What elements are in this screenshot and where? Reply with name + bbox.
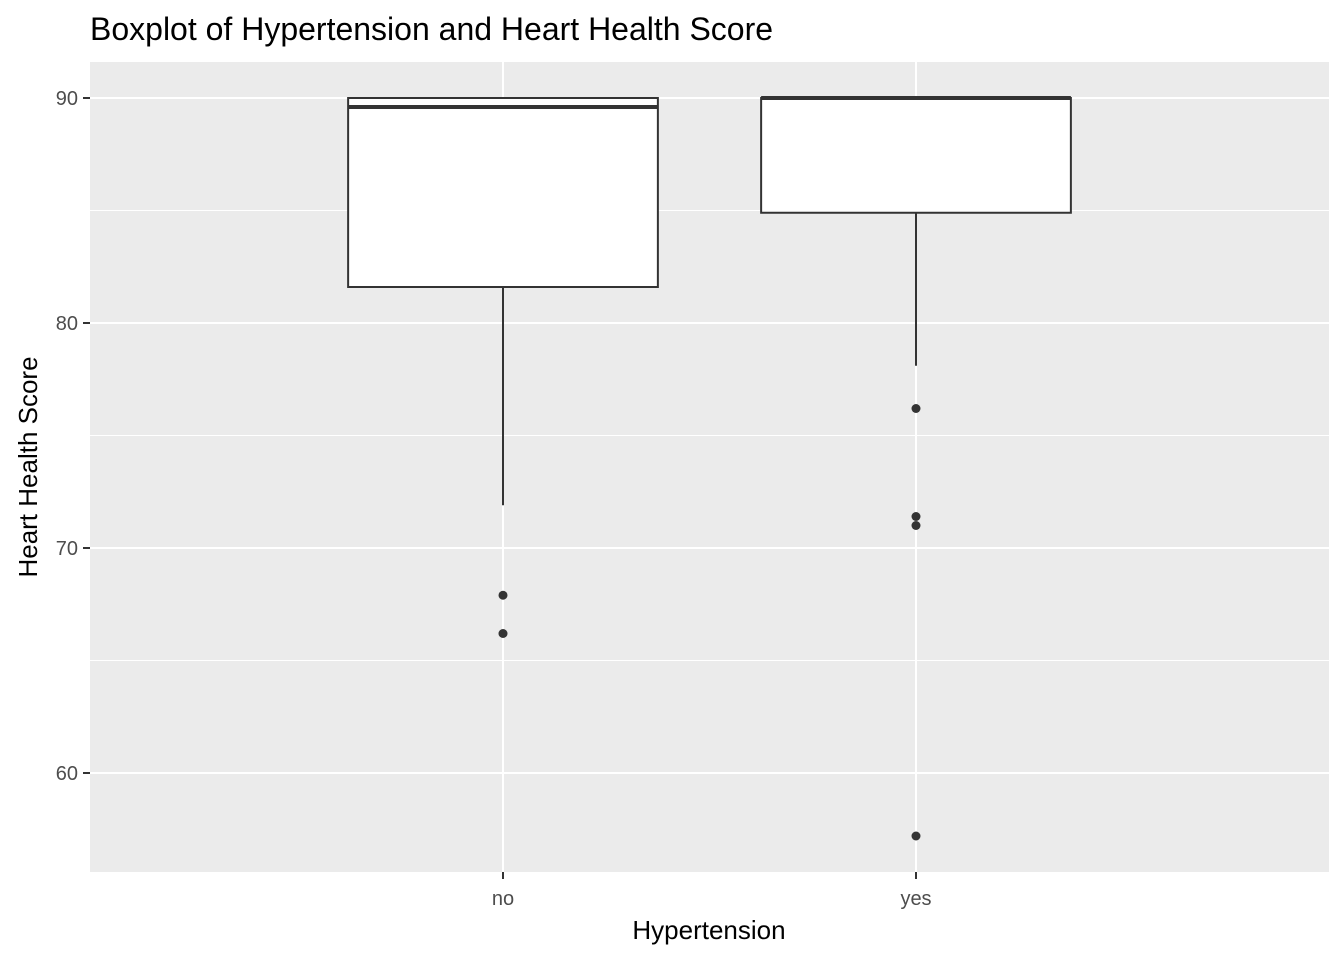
box-group-no xyxy=(347,97,659,638)
box xyxy=(347,97,659,288)
y-axis-title: Heart Health Score xyxy=(13,356,43,577)
x-axis-title: Hypertension xyxy=(632,915,785,945)
outlier-point xyxy=(498,590,508,600)
plot-panel xyxy=(90,62,1329,872)
x-tick-label: no xyxy=(492,888,514,910)
y-tick-label: 60 xyxy=(56,763,78,785)
outlier-point xyxy=(911,521,921,530)
y-axis: 60 70 80 90 xyxy=(56,88,90,785)
outlier-point xyxy=(498,629,508,638)
box-group-yes xyxy=(760,96,1072,841)
y-tick-label: 70 xyxy=(56,538,78,560)
outlier-point xyxy=(911,404,921,413)
outlier-point xyxy=(911,512,921,521)
chart-title: Boxplot of Hypertension and Heart Health… xyxy=(90,11,773,47)
major-gridlines xyxy=(90,62,1329,872)
boxplot-series xyxy=(347,96,1072,841)
x-axis: no yes xyxy=(492,872,932,910)
minor-gridlines xyxy=(90,210,1329,661)
y-tick-label: 90 xyxy=(56,88,78,110)
outlier-point xyxy=(911,831,921,841)
box xyxy=(760,97,1072,214)
x-tick-label: yes xyxy=(900,888,931,910)
y-tick-label: 80 xyxy=(56,313,78,335)
